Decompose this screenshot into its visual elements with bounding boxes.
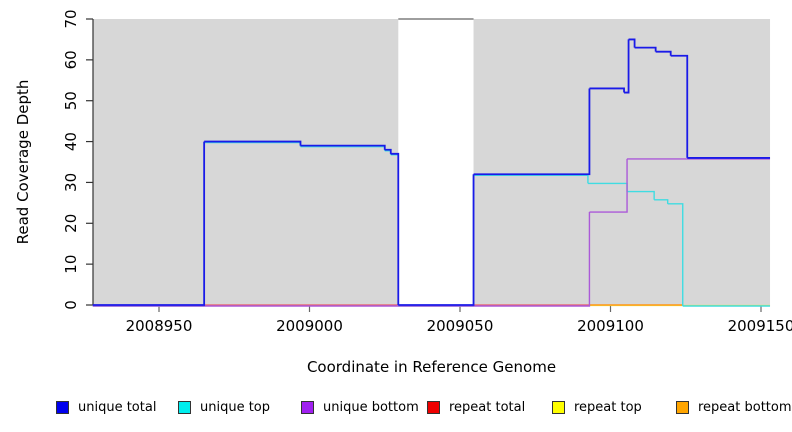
y-tick-label: 50 <box>62 91 80 110</box>
legend-item-unique-total: unique total <box>56 399 156 415</box>
x-tick-label: 2008950 <box>126 317 193 335</box>
y-axis-title: Read Coverage Depth <box>14 80 32 245</box>
y-tick-label: 40 <box>62 132 80 151</box>
coverage-series-lines <box>92 38 771 307</box>
repeat-total-swatch-icon <box>427 400 440 414</box>
x-tick-label: 2009050 <box>427 317 494 335</box>
legend-label: repeat bottom <box>698 399 792 415</box>
coverage-region <box>92 19 399 305</box>
tick-labels: 0 10 20 30 40 50 60 70 2008950 2009000 2009050 2009… <box>62 9 792 335</box>
legend: unique total unique top unique bottom re… <box>0 399 792 419</box>
y-tick-label: 30 <box>62 173 80 192</box>
unique-bottom-swatch-icon <box>301 400 314 414</box>
coverage-region <box>473 19 771 305</box>
legend-label: repeat top <box>574 399 642 415</box>
y-tick-label: 60 <box>62 50 80 69</box>
unique-top-swatch-icon <box>178 400 191 414</box>
series-line-unique-bottom <box>92 158 771 307</box>
legend-item-unique-bottom: unique bottom <box>301 399 419 415</box>
legend-label: unique top <box>200 399 271 415</box>
legend-item-repeat-top: repeat top <box>552 399 642 415</box>
y-tick-label: 20 <box>62 214 80 233</box>
legend-item-unique-top: unique top <box>178 399 270 415</box>
legend-label: repeat total <box>449 399 526 415</box>
coverage-background-regions <box>92 19 771 305</box>
repeat-top-swatch-icon <box>552 400 565 414</box>
unique-total-swatch-icon <box>56 400 69 414</box>
x-tick-label: 2009150 <box>728 317 792 335</box>
y-tick-label: 10 <box>62 255 80 274</box>
repeat-bottom-swatch-icon <box>676 400 689 414</box>
x-tick-label: 2009000 <box>276 317 343 335</box>
x-tick-label: 2009100 <box>577 317 644 335</box>
legend-item-repeat-bottom: repeat bottom <box>676 399 792 415</box>
y-tick-label: 0 <box>62 300 80 310</box>
legend-item-repeat-total: repeat total <box>427 399 525 415</box>
legend-label: unique total <box>78 399 157 415</box>
series-line-unique-total <box>92 38 771 306</box>
legend-label: unique bottom <box>323 399 419 415</box>
y-tick-label: 70 <box>62 9 80 28</box>
x-axis-title: Coordinate in Reference Genome <box>307 358 556 376</box>
